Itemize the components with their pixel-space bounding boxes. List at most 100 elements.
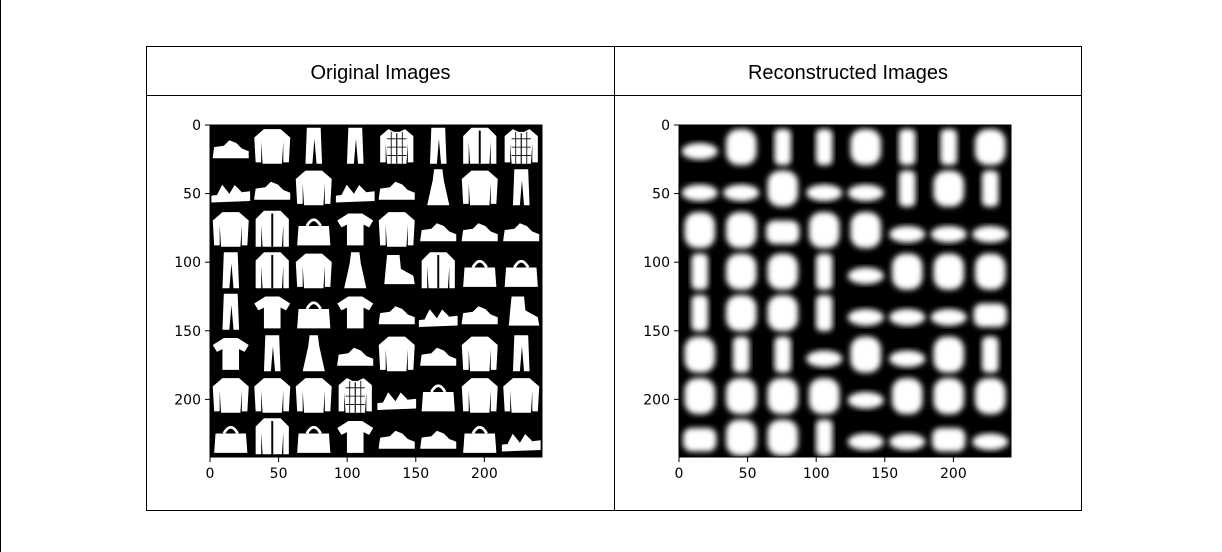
grid-cell-dress bbox=[344, 252, 367, 289]
grid-cell-bag bbox=[463, 259, 497, 287]
grid-cell-coat bbox=[255, 418, 289, 455]
grid-cell-sneaker bbox=[420, 223, 457, 242]
grid-cell-sneaker bbox=[420, 347, 457, 366]
grid-cell-shirt-blob bbox=[684, 336, 715, 373]
grid-cell-trouser bbox=[346, 127, 364, 164]
grid-cell-trouser-blob bbox=[815, 129, 833, 166]
grid-cell-trouser-blob bbox=[981, 336, 999, 373]
grid-cell-pullover bbox=[378, 212, 415, 247]
grid-cell-shirt-blob bbox=[933, 170, 964, 207]
y-tick-label: 200 bbox=[174, 392, 201, 408]
grid-cell-shoe-blob bbox=[847, 184, 884, 202]
grid-cell-pullover bbox=[461, 170, 498, 206]
grid-cell-trouser-blob bbox=[732, 336, 750, 373]
x-tick-label: 50 bbox=[270, 466, 288, 482]
y-tick-label: 100 bbox=[643, 255, 670, 271]
y-tick-label: 0 bbox=[661, 118, 670, 134]
grid-cell-trouser bbox=[305, 127, 323, 164]
grid-cell-pullover bbox=[378, 336, 415, 372]
grid-cell-shoe-blob bbox=[806, 350, 843, 368]
y-tick-label: 200 bbox=[643, 392, 670, 408]
grid-cell-pullover bbox=[212, 212, 249, 247]
x-tick-label: 200 bbox=[471, 466, 498, 482]
grid-cell-sandal bbox=[335, 184, 375, 203]
grid-cell-shoe-blob bbox=[681, 184, 718, 202]
grid-cell-shirt-blob bbox=[767, 378, 798, 415]
y-tick-label: 0 bbox=[192, 118, 201, 134]
grid-cell-sneaker bbox=[461, 306, 498, 325]
grid-cell-trouser bbox=[222, 252, 240, 289]
grid-cell-sneaker bbox=[378, 181, 415, 200]
grid-cell-shirt-blob bbox=[933, 253, 964, 290]
y-tick-label: 150 bbox=[174, 324, 201, 340]
grid-cell-shirt-blob bbox=[684, 378, 715, 415]
column-divider bbox=[614, 47, 615, 510]
grid-cell-pullover bbox=[295, 378, 332, 413]
grid-cell-shirt-blob bbox=[850, 212, 881, 249]
grid-cell-shoe-blob bbox=[889, 308, 926, 326]
grid-cell-pullover bbox=[461, 378, 498, 413]
grid-cell-trouser bbox=[512, 335, 530, 372]
reconstructed-images-header: Reconstructed Images bbox=[747, 62, 949, 84]
grid-cell-shirt-blob bbox=[975, 378, 1006, 415]
grid-cell-shirt-blob bbox=[767, 419, 798, 456]
grid-cell-shirt-blob bbox=[809, 378, 840, 415]
grid-cell-shoe-blob bbox=[847, 433, 884, 451]
grid-cell-shoe-blob bbox=[889, 433, 926, 451]
grid-cell-shirt-blob bbox=[933, 336, 964, 373]
grid-cell-sandal bbox=[377, 392, 417, 411]
x-tick-label: 150 bbox=[402, 466, 429, 482]
grid-cell-bag bbox=[214, 425, 248, 453]
grid-cell-trouser-blob bbox=[940, 129, 958, 166]
reconstructed-images-plot: 0 50 100 150 200 0 50 100 150 200 bbox=[643, 118, 1012, 482]
grid-cell-sneaker bbox=[254, 181, 291, 200]
y-tick-label: 50 bbox=[183, 187, 201, 203]
grid-cell-shoe-blob bbox=[806, 184, 843, 202]
grid-cell-shirt-blob bbox=[767, 253, 798, 290]
grid-cell-shoe-blob bbox=[889, 350, 926, 368]
grid-cell-bag-blob bbox=[683, 427, 717, 452]
grid-cell-shoe-blob bbox=[972, 225, 1009, 243]
grid-cell-shoe-blob bbox=[681, 142, 718, 160]
grid-cell-coat bbox=[255, 210, 289, 247]
grid-cell-bag bbox=[297, 425, 331, 453]
grid-cell-tshirt bbox=[337, 421, 374, 453]
grid-cell-sneaker bbox=[337, 347, 374, 366]
grid-cell-pullover bbox=[461, 336, 498, 372]
grid-cell-pullover bbox=[212, 378, 249, 413]
grid-cell-shirt-blob bbox=[975, 129, 1006, 166]
grid-cell-bag-blob bbox=[766, 220, 800, 244]
x-tick-label: 0 bbox=[675, 466, 684, 482]
x-tick-label: 100 bbox=[803, 466, 830, 482]
grid-cell-coat bbox=[463, 127, 497, 164]
grid-cell-shirt bbox=[338, 378, 372, 413]
grid-cell-shirt-blob bbox=[726, 295, 757, 332]
grid-cell-sneaker bbox=[378, 430, 415, 449]
page-left-border bbox=[0, 0, 1, 552]
grid-cell-shirt-blob bbox=[892, 253, 923, 290]
grid-cell-shoe-blob bbox=[930, 225, 967, 243]
grid-cell-shoe-blob bbox=[723, 184, 760, 202]
grid-cell-shirt-blob bbox=[850, 129, 881, 166]
grid-cell-bag-blob bbox=[932, 427, 966, 452]
grid-cell-sandal bbox=[211, 184, 251, 203]
x-tick-label: 50 bbox=[739, 466, 757, 482]
grid-cell-shirt-blob bbox=[767, 170, 798, 207]
grid-cell-trouser-blob bbox=[815, 253, 833, 290]
original-images-plot: 0 50 100 150 200 0 50 100 150 200 bbox=[174, 118, 543, 482]
grid-cell-trouser bbox=[512, 169, 530, 206]
grid-cell-trouser-blob bbox=[691, 253, 709, 290]
grid-cell-shirt-blob bbox=[767, 295, 798, 332]
grid-cell-shirt-blob bbox=[892, 378, 923, 415]
grid-cell-coat bbox=[421, 252, 455, 289]
grid-cell-sneaker bbox=[503, 223, 540, 242]
grid-cell-sandal bbox=[418, 309, 458, 328]
grid-cell-shoe-blob bbox=[847, 308, 884, 326]
grid-cell-shoe-blob bbox=[847, 391, 884, 409]
grid-cell-shirt-blob bbox=[726, 419, 757, 456]
grid-cell-trouser bbox=[429, 127, 447, 164]
axes-frame bbox=[678, 124, 1012, 458]
grid-cell-shirt-blob bbox=[726, 212, 757, 249]
grid-cell-shoe-blob bbox=[847, 267, 884, 285]
grid-cell-trouser-blob bbox=[774, 129, 792, 166]
